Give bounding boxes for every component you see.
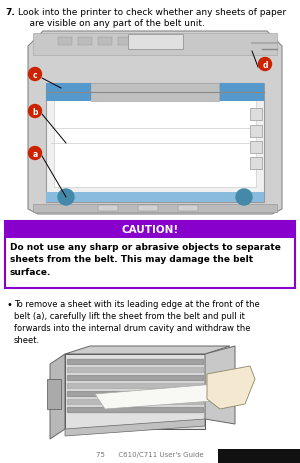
FancyBboxPatch shape: [65, 354, 205, 429]
FancyBboxPatch shape: [138, 38, 152, 46]
Text: 7.: 7.: [5, 8, 15, 17]
Text: •: •: [6, 300, 12, 309]
Polygon shape: [28, 32, 282, 214]
Polygon shape: [207, 366, 255, 409]
FancyBboxPatch shape: [219, 84, 264, 102]
FancyBboxPatch shape: [250, 158, 262, 169]
FancyBboxPatch shape: [46, 84, 91, 102]
Text: 75      C610/C711 User's Guide: 75 C610/C711 User's Guide: [96, 451, 204, 457]
FancyBboxPatch shape: [128, 35, 183, 50]
Circle shape: [236, 189, 252, 206]
Circle shape: [259, 58, 272, 71]
FancyBboxPatch shape: [5, 221, 295, 238]
Text: b: b: [32, 108, 38, 117]
Polygon shape: [95, 384, 240, 409]
Text: Do not use any sharp or abrasive objects to separate
sheets from the belt. This : Do not use any sharp or abrasive objects…: [10, 243, 281, 276]
Text: d: d: [262, 61, 268, 70]
Polygon shape: [50, 354, 65, 439]
Circle shape: [28, 105, 41, 118]
Circle shape: [28, 147, 41, 160]
Text: To remove a sheet with its leading edge at the front of the
belt (a), carefully : To remove a sheet with its leading edge …: [14, 300, 260, 345]
FancyBboxPatch shape: [158, 38, 172, 46]
FancyBboxPatch shape: [98, 206, 118, 212]
Text: Look into the printer to check whether any sheets of paper
    are visible on an: Look into the printer to check whether a…: [18, 8, 286, 28]
FancyBboxPatch shape: [178, 206, 198, 212]
FancyBboxPatch shape: [47, 379, 61, 409]
FancyBboxPatch shape: [138, 206, 158, 212]
FancyBboxPatch shape: [250, 142, 262, 154]
FancyBboxPatch shape: [5, 221, 295, 288]
FancyBboxPatch shape: [91, 84, 219, 102]
Text: CAUTION!: CAUTION!: [122, 225, 178, 235]
FancyBboxPatch shape: [98, 38, 112, 46]
FancyBboxPatch shape: [78, 38, 92, 46]
Polygon shape: [65, 346, 230, 354]
FancyBboxPatch shape: [33, 34, 277, 56]
FancyBboxPatch shape: [58, 38, 72, 46]
Polygon shape: [205, 346, 235, 424]
FancyBboxPatch shape: [54, 99, 256, 188]
FancyBboxPatch shape: [46, 84, 264, 202]
FancyBboxPatch shape: [250, 126, 262, 138]
FancyBboxPatch shape: [250, 109, 262, 121]
Text: c: c: [33, 71, 37, 80]
FancyBboxPatch shape: [118, 38, 132, 46]
Circle shape: [28, 69, 41, 81]
FancyBboxPatch shape: [33, 205, 277, 213]
Text: a: a: [32, 150, 38, 159]
Polygon shape: [65, 419, 205, 436]
FancyBboxPatch shape: [46, 193, 264, 202]
FancyBboxPatch shape: [218, 449, 300, 463]
Circle shape: [58, 189, 74, 206]
